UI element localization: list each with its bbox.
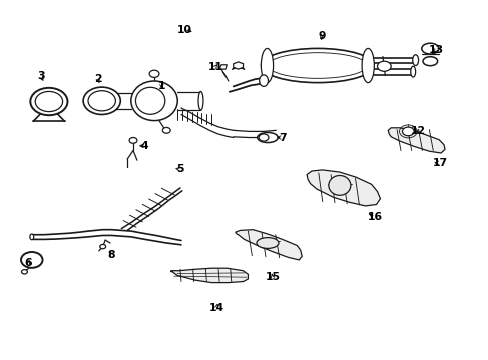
- Text: 1: 1: [157, 81, 165, 91]
- Text: 15: 15: [265, 272, 280, 282]
- Circle shape: [21, 270, 27, 274]
- Text: 2: 2: [94, 74, 102, 84]
- Circle shape: [162, 127, 170, 133]
- Polygon shape: [170, 268, 248, 283]
- Ellipse shape: [257, 238, 278, 248]
- Text: 8: 8: [107, 250, 115, 260]
- Ellipse shape: [261, 49, 373, 83]
- Ellipse shape: [257, 132, 278, 143]
- Circle shape: [83, 87, 120, 114]
- Text: 14: 14: [208, 303, 223, 313]
- Ellipse shape: [361, 49, 374, 83]
- Text: 11: 11: [207, 62, 222, 72]
- Circle shape: [402, 127, 413, 136]
- Text: 10: 10: [176, 24, 191, 35]
- Ellipse shape: [30, 234, 34, 240]
- Text: 3: 3: [37, 71, 44, 81]
- Text: 13: 13: [428, 45, 443, 55]
- Circle shape: [100, 244, 105, 249]
- Ellipse shape: [135, 87, 164, 114]
- Ellipse shape: [131, 81, 177, 121]
- Text: 12: 12: [410, 126, 425, 136]
- Ellipse shape: [259, 134, 268, 141]
- Ellipse shape: [410, 66, 415, 77]
- Ellipse shape: [421, 43, 438, 54]
- Text: 4: 4: [141, 141, 148, 151]
- Ellipse shape: [328, 176, 350, 195]
- Text: 5: 5: [176, 164, 183, 174]
- Ellipse shape: [412, 55, 418, 66]
- Text: 7: 7: [278, 132, 286, 143]
- Polygon shape: [233, 62, 243, 69]
- Polygon shape: [387, 128, 444, 153]
- Text: 6: 6: [24, 258, 32, 268]
- Circle shape: [129, 138, 137, 143]
- Polygon shape: [219, 65, 227, 69]
- Ellipse shape: [261, 49, 273, 83]
- Ellipse shape: [198, 91, 203, 110]
- Ellipse shape: [422, 57, 437, 66]
- Ellipse shape: [268, 53, 366, 78]
- Text: 9: 9: [317, 31, 325, 41]
- Ellipse shape: [259, 75, 268, 86]
- Circle shape: [377, 61, 390, 71]
- Polygon shape: [235, 230, 302, 260]
- Polygon shape: [306, 170, 380, 206]
- Circle shape: [88, 91, 115, 111]
- Text: 17: 17: [432, 158, 447, 168]
- Circle shape: [149, 70, 159, 77]
- Text: 16: 16: [367, 212, 382, 222]
